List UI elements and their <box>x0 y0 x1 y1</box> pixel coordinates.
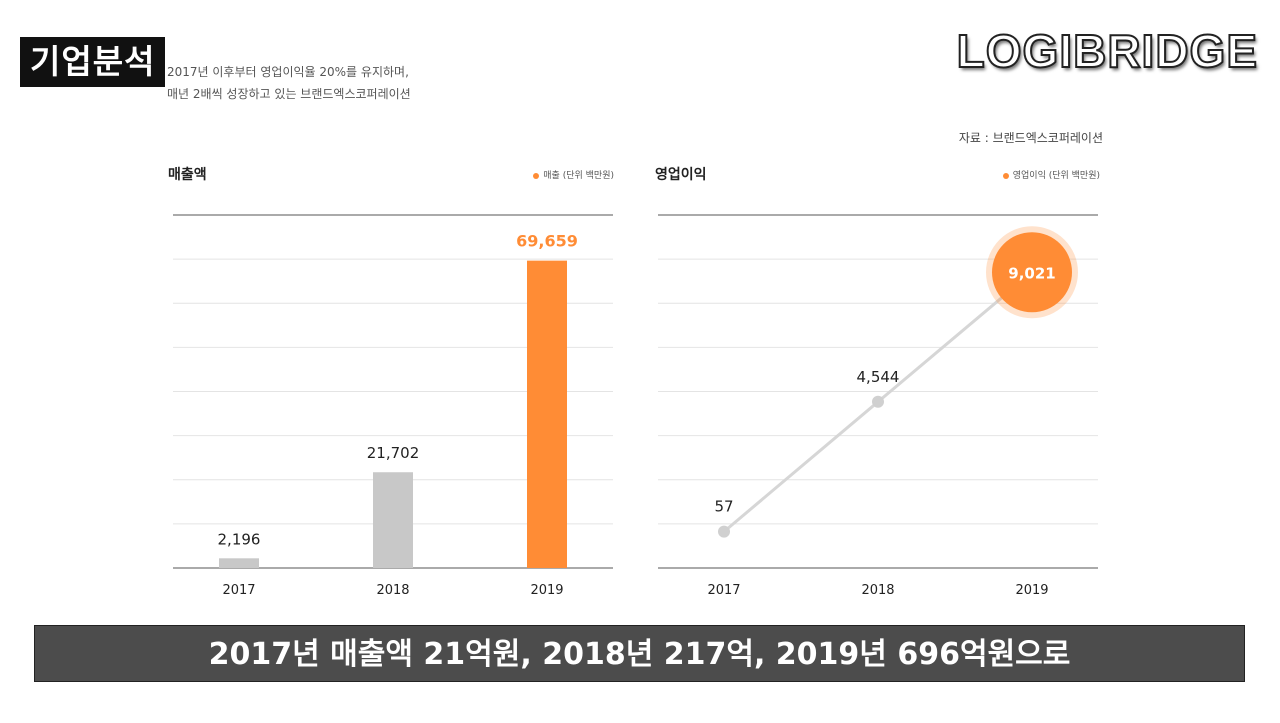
revenue-legend: 매출 (단위 백만원) <box>533 168 614 181</box>
intro-line-1: 2017년 이후부터 영업이익율 20%를 유지하며, <box>167 65 409 79</box>
point-2018 <box>872 395 884 408</box>
profit-chart-title: 영업이익 <box>655 167 707 183</box>
profit-legend: 영업이익 (단위 백만원) <box>1002 168 1100 181</box>
point-value-label: 4,544 <box>857 368 900 386</box>
x-tick-label: 2017 <box>707 583 740 598</box>
x-tick-label: 2018 <box>376 583 409 598</box>
brand-logo: LOGIBRIDGE <box>956 24 1258 78</box>
x-tick-label: 2019 <box>1015 583 1048 598</box>
bar-value-label: 69,659 <box>516 232 578 251</box>
point-2017 <box>718 525 730 538</box>
revenue-bar-chart: 2,196 2017 21,702 2018 69,659 2019 <box>173 214 613 598</box>
bar-value-label: 21,702 <box>367 444 420 462</box>
section-tag: 기업분석 <box>20 37 166 87</box>
revenue-legend-label: 매출 (단위 백만원) <box>543 171 614 181</box>
intro-line-2: 매년 2배씩 성장하고 있는 브랜드엑스코퍼레이션 <box>167 87 411 101</box>
legend-dot-icon <box>533 172 540 179</box>
point-2019 <box>992 232 1072 313</box>
revenue-chart-title: 매출액 <box>168 167 207 183</box>
point-value-label: 57 <box>714 498 733 516</box>
bar-2018 <box>373 472 413 568</box>
source-note: 자료 : 브랜드엑스코퍼레이션 <box>958 131 1103 145</box>
bar-2019 <box>527 260 567 568</box>
profit-legend-label: 영업이익 (단위 백만원) <box>1012 171 1100 181</box>
x-tick-label: 2019 <box>530 583 563 598</box>
video-subtitle: 2017년 매출액 21억원, 2018년 217억, 2019년 696억원으… <box>34 625 1245 682</box>
x-tick-label: 2017 <box>222 583 255 598</box>
profit-line-chart: 57 2017 4,544 2018 9,021 2019 <box>658 214 1098 598</box>
bar-2017 <box>219 558 259 568</box>
x-tick-label: 2018 <box>861 583 894 598</box>
legend-dot-icon <box>1002 172 1009 179</box>
point-value-label: 9,021 <box>1008 264 1055 282</box>
bar-value-label: 2,196 <box>218 530 261 548</box>
intro-text: 2017년 이후부터 영업이익율 20%를 유지하며, 매년 2배씩 성장하고 … <box>167 61 411 105</box>
